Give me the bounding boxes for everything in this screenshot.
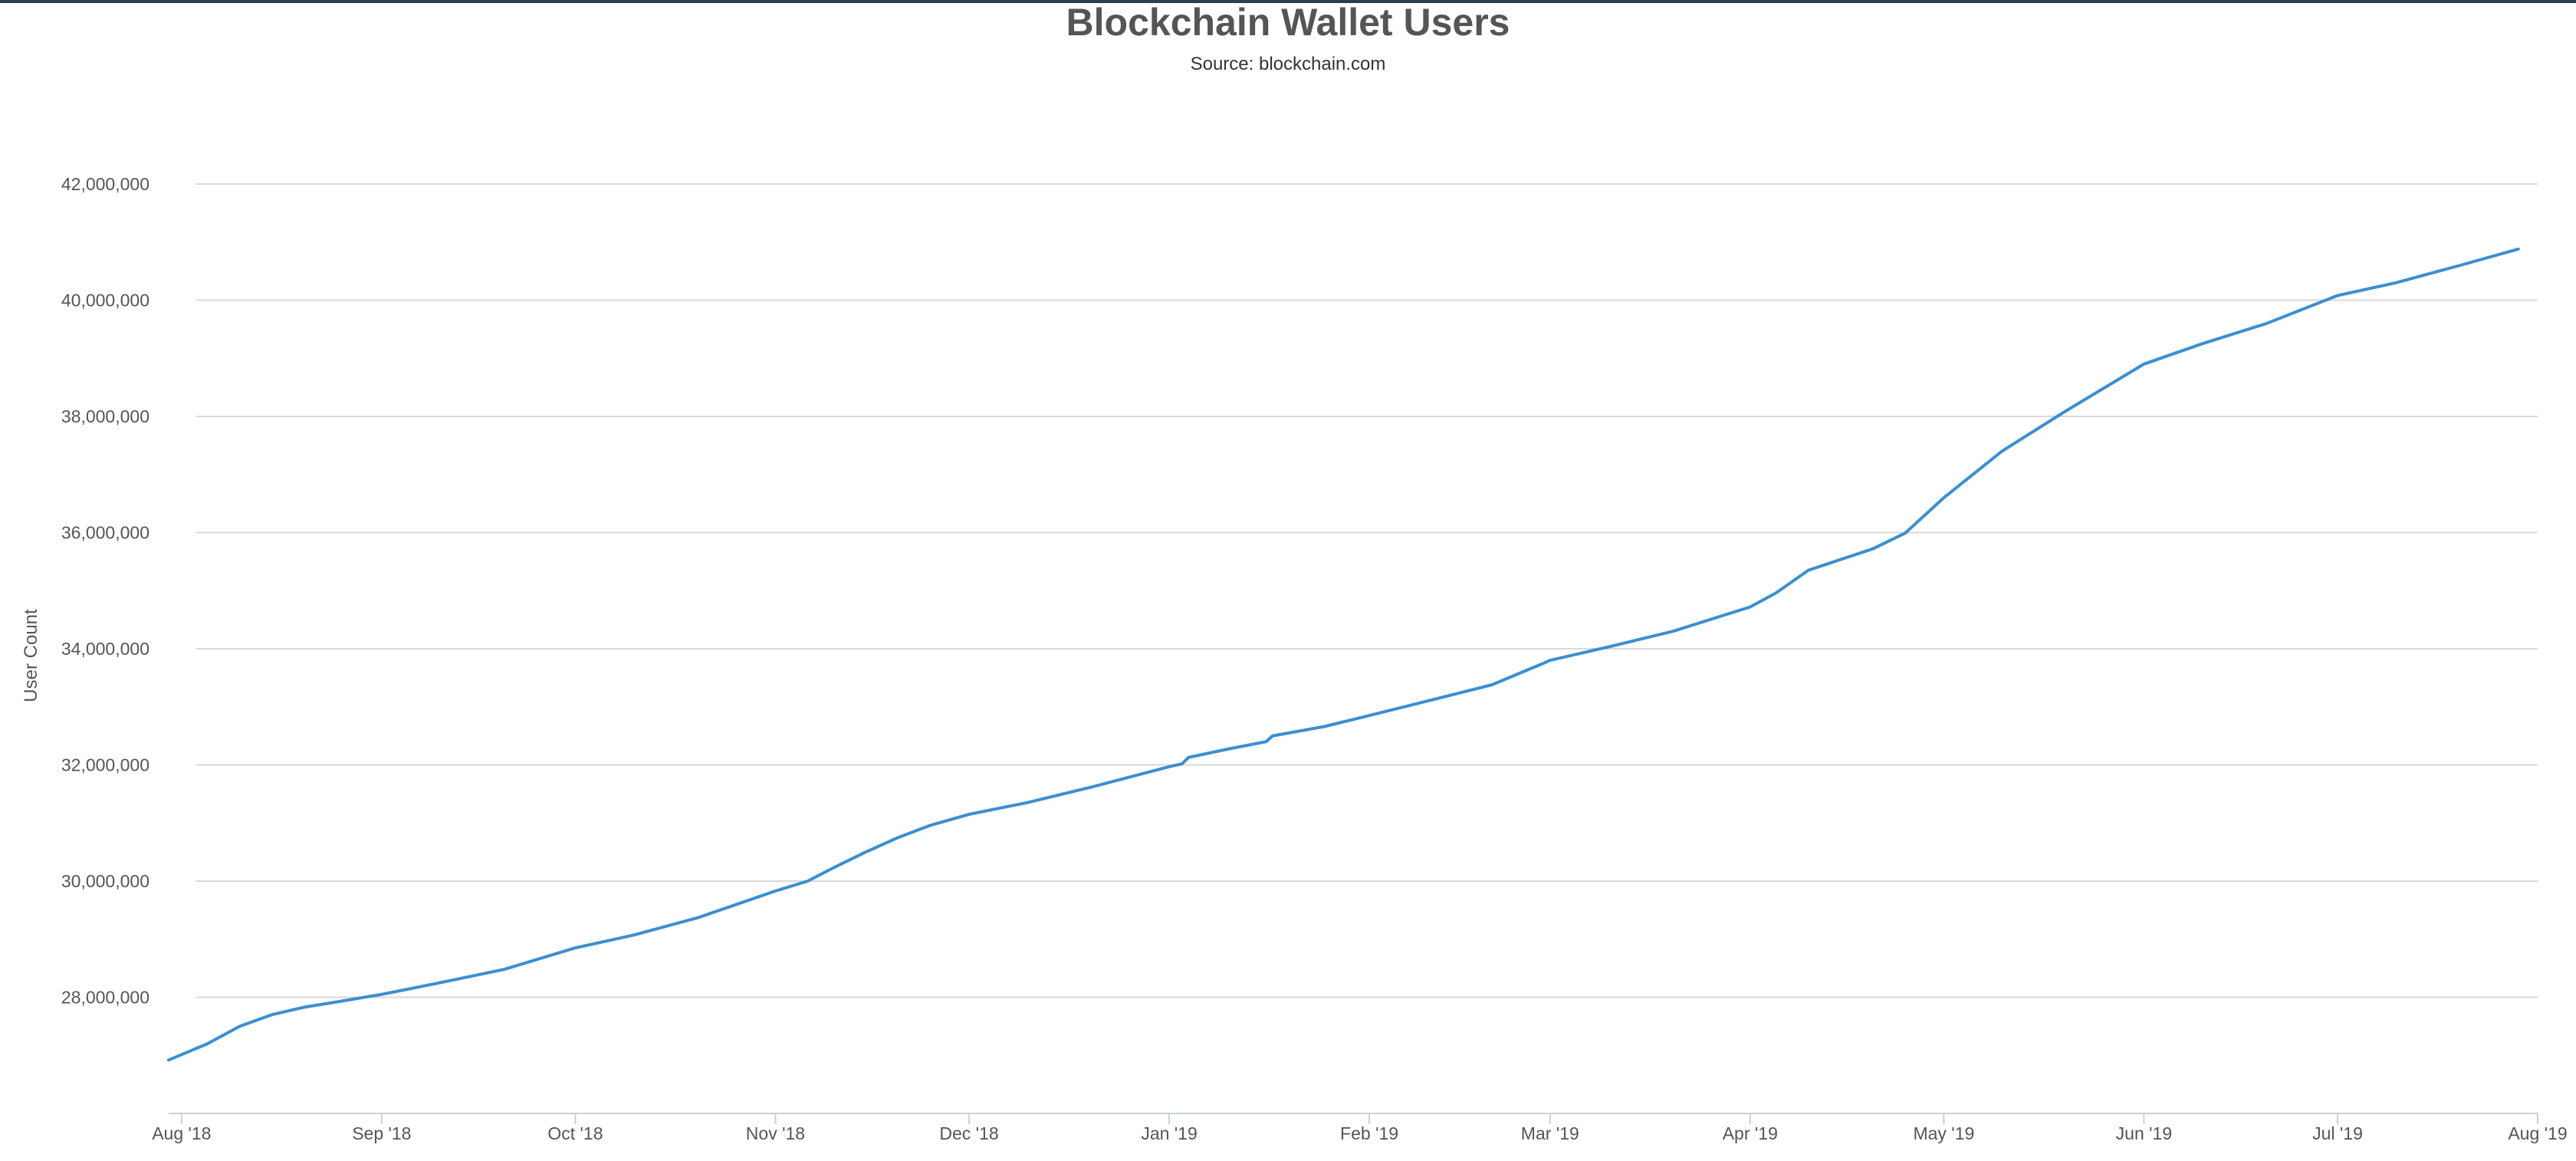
y-tick-label: 40,000,000 — [61, 291, 150, 311]
y-tick-label: 38,000,000 — [61, 406, 150, 426]
y-axis-title: User Count — [21, 609, 41, 702]
chart-subtitle: Source: blockchain.com — [1190, 54, 1386, 74]
x-tick-label: Apr '19 — [1723, 1123, 1778, 1143]
x-tick-label: Aug '19 — [2508, 1123, 2567, 1143]
y-tick-label: 34,000,000 — [61, 639, 150, 659]
chart-title: Blockchain Wallet Users — [1066, 1, 1510, 44]
x-tick-label: Sep '18 — [352, 1123, 411, 1143]
x-tick-label: Dec '18 — [939, 1123, 998, 1143]
y-tick-label: 42,000,000 — [61, 174, 150, 194]
x-tick-label: Jan '19 — [1141, 1123, 1197, 1143]
x-tick-label: Feb '19 — [1340, 1123, 1398, 1143]
x-tick-label: Mar '19 — [1521, 1123, 1579, 1143]
x-tick-label: Jun '19 — [2116, 1123, 2172, 1143]
y-axis-ticks: 28,000,000 30,000,000 32,000,000 34,000,000… — [61, 174, 150, 1008]
x-tick-label: Oct '18 — [547, 1123, 603, 1143]
series-layer — [167, 247, 2520, 1062]
y-tick-label: 30,000,000 — [61, 871, 150, 891]
y-tick-label: 28,000,000 — [61, 988, 150, 1008]
y-tick-label: 32,000,000 — [61, 755, 150, 775]
y-tick-label: 36,000,000 — [61, 523, 150, 543]
x-axis-ticks: Aug '18 Sep '18 Oct '18 Nov '18 Dec '18 Jan '… — [152, 1113, 2568, 1143]
x-tick-label: Jul '19 — [2312, 1123, 2363, 1143]
x-tick-label: Aug '18 — [152, 1123, 211, 1143]
top-border — [0, 0, 2576, 3]
gridlines — [196, 183, 2538, 998]
x-tick-label: Nov '18 — [746, 1123, 805, 1143]
x-tick-label: May '19 — [1913, 1123, 1974, 1143]
series-line — [167, 247, 2520, 1062]
